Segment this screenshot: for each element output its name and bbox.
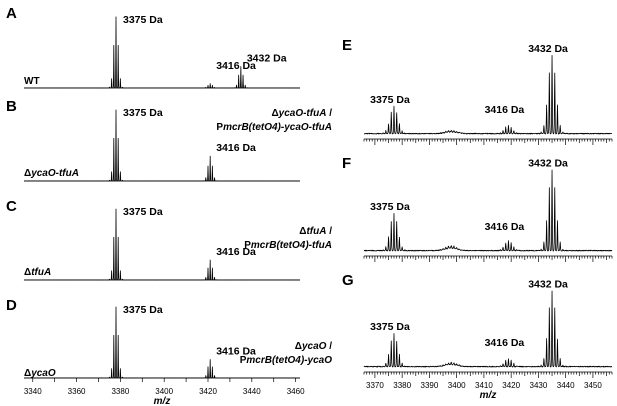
peak-label: 3416 Da [485,221,525,233]
peak-label: 3375 Da [123,14,163,26]
strain-label-part: P [216,122,223,133]
strain-label-part: / [326,226,332,237]
panel-letter: A [6,5,17,22]
strain-label-part: WT [24,76,40,87]
strain-label-part: / [326,108,332,119]
x-tick-label: 3460 [287,387,305,396]
peak-label: 3416 Da [485,337,525,349]
peak-label: 3375 Da [370,94,410,106]
spectrum-trace [363,290,613,368]
x-tick-label: 3440 [557,381,575,390]
strain-label-part: / [326,341,332,352]
panel-letter: G [342,272,354,289]
strain-label-part: mcrB(tetO4)-ycaO [246,355,332,366]
panel-letter: E [342,37,352,54]
peak-label: 3432 Da [528,158,568,170]
panel-letter: F [342,155,351,172]
peak-label: 3416 Da [216,246,256,258]
x-tick-label: 3450 [584,381,602,390]
peak-label: 3416 Da [216,60,256,72]
peak-label: 3375 Da [123,206,163,218]
strain-label-part: mcrB(tetO4)-ycaO-tfuA [223,122,332,133]
spectrum-trace [363,54,613,135]
peak-label: 3416 Da [216,346,256,358]
x-tick-label: 3410 [475,381,493,390]
strain-label-part: mcrB(tetO4)-tfuA [251,240,332,251]
strain-label: ΔycaO / PmcrB(tetO4)-ycaO [240,341,332,366]
panel-letter: B [6,98,17,115]
peak-label: 3416 Da [485,104,525,116]
strain-label-part: ycaO-tfuA [30,168,79,179]
strain-label: ΔycaO-tfuA / PmcrB(tetO4)-ycaO-tfuA [216,108,332,133]
peak-label: 3375 Da [123,107,163,119]
panel-letter: D [6,297,17,314]
x-tick-label: 3420 [502,381,520,390]
panel-b: B 3375 Da 3416 Da ΔycaO-tfuA [6,98,301,182]
x-axis-title: m/z [480,390,497,401]
peak-label: 3375 Da [123,304,163,316]
strain-label-part: Δ [295,341,302,352]
x-tick-label: 3420 [199,387,217,396]
panel-d: D 3375 Da 3416 Da ΔycaO 3340 3360 3380 3400 3420… [6,297,305,406]
x-tick-label: 3400 [155,387,173,396]
spectrum-trace [23,306,301,379]
strain-label: ΔtfuA [24,267,51,278]
panel-c: C 3375 Da 3416 Da ΔtfuA [6,198,301,281]
strain-label-part: Δ [271,108,278,119]
strain-label-part: Δ [24,267,31,278]
x-tick-label: 3390 [421,381,439,390]
x-tick-label: 3380 [393,381,411,390]
strain-label: ΔycaO [24,368,56,379]
x-tick-label: 3340 [24,387,42,396]
strain-label-part: P [240,355,247,366]
strain-label-part: Δ [24,168,31,179]
strain-label: ΔycaO-tfuA [24,168,79,179]
x-axis-title: m/z [154,396,171,406]
x-tick-label: 3360 [68,387,86,396]
strain-label: WT [24,76,40,87]
strain-label-part: Δ [24,368,31,379]
strain-label-part: ycaO [301,341,327,352]
peak-label: 3416 Da [216,142,256,154]
peak-label: 3432 Da [528,43,568,55]
peak-label: 3432 Da [528,279,568,291]
strain-label-part: Δ [299,226,306,237]
panel-letter: C [6,198,17,215]
peak-label: 3432 Da [247,53,287,65]
strain-label-part: P [244,240,251,251]
x-tick-label: 3430 [530,381,548,390]
x-tick-label: 3400 [448,381,466,390]
panel-g: G 3375 Da 3416 Da 3432 Da ΔycaO / PmcrB(tetO4… [240,272,613,401]
peak-label: 3375 Da [370,321,410,333]
x-tick-label: 3440 [243,387,261,396]
x-tick-label: 3370 [366,381,384,390]
panel-f: F 3375 Da 3416 Da 3432 Da ΔtfuA / PmcrB(tetO4… [244,155,613,262]
peak-label: 3375 Da [370,201,410,213]
x-tick-label: 3380 [111,387,129,396]
spectrum-trace [363,169,613,252]
strain-label: ΔtfuA / PmcrB(tetO4)-tfuA [244,226,332,251]
strain-label-part: tfuA [31,267,51,278]
strain-label-part: ycaO [30,368,56,379]
strain-label-part: tfuA [306,226,326,237]
strain-label-part: ycaO-tfuA [278,108,327,119]
